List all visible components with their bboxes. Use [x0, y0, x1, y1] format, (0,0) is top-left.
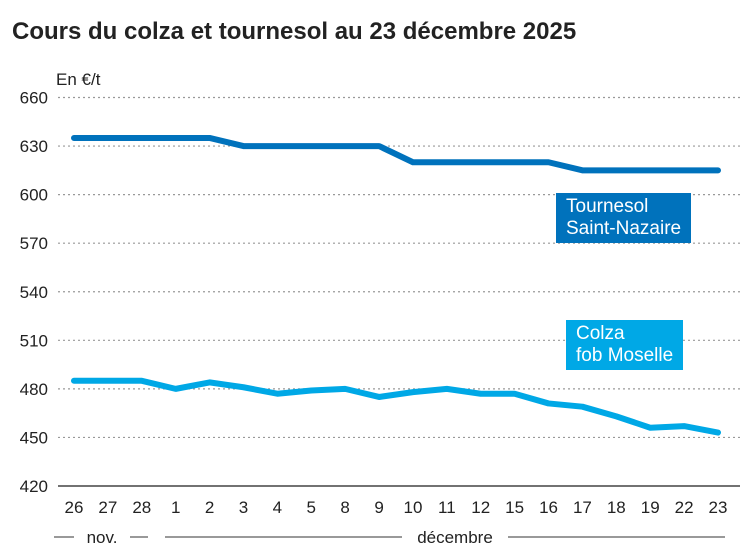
y-tick-label: 540 [20, 283, 48, 302]
legend-colza-line2: fob Moselle [576, 345, 674, 366]
x-tick-label: 16 [539, 498, 558, 517]
series-line-colza [71, 377, 721, 436]
legend-colza-line1: Colza [576, 323, 625, 344]
legend-colza: Colza fob Moselle [566, 320, 684, 370]
x-tick-label: 17 [573, 498, 592, 517]
x-tick-label: 4 [273, 498, 282, 517]
x-tick-label: 5 [307, 498, 316, 517]
x-tick-label: 26 [65, 498, 84, 517]
y-tick-label: 660 [20, 89, 48, 108]
y-tick-label: 570 [20, 234, 48, 253]
legend-tournesol-line1: Tournesol [566, 196, 649, 217]
legend-tournesol: Tournesol Saint-Nazaire [556, 193, 692, 243]
chart-title: Cours du colza et tournesol au 23 décemb… [12, 18, 577, 45]
y-axis-label: En €/t [56, 70, 101, 89]
x-tick-label: 18 [607, 498, 626, 517]
x-tick-label: 2 [205, 498, 214, 517]
x-tick-label: 12 [471, 498, 490, 517]
x-tick-label: 3 [239, 498, 248, 517]
x-tick-label: 19 [641, 498, 660, 517]
y-tick-label: 510 [20, 331, 48, 350]
month-label-nov: nov. [87, 528, 118, 547]
x-tick-label: 27 [98, 498, 117, 517]
y-tick-label: 450 [20, 428, 48, 447]
y-tick-label: 420 [20, 477, 48, 496]
x-tick-label: 10 [403, 498, 422, 517]
x-tick-label: 11 [438, 498, 456, 517]
y-tick-label: 630 [20, 137, 48, 156]
legend-tournesol-line2: Saint-Nazaire [566, 218, 682, 239]
y-tick-label: 600 [20, 186, 48, 205]
x-tick-label: 23 [709, 498, 728, 517]
series-line-tournesol [71, 134, 721, 174]
y-tick-label: 480 [20, 380, 48, 399]
x-tick-label: 22 [675, 498, 694, 517]
x-tick-label: 28 [132, 498, 151, 517]
x-tick-label: 1 [171, 498, 180, 517]
x-tick-label: 8 [340, 498, 349, 517]
month-label-dec: décembre [417, 528, 493, 547]
x-tick-label: 15 [505, 498, 524, 517]
x-tick-label: 9 [374, 498, 383, 517]
